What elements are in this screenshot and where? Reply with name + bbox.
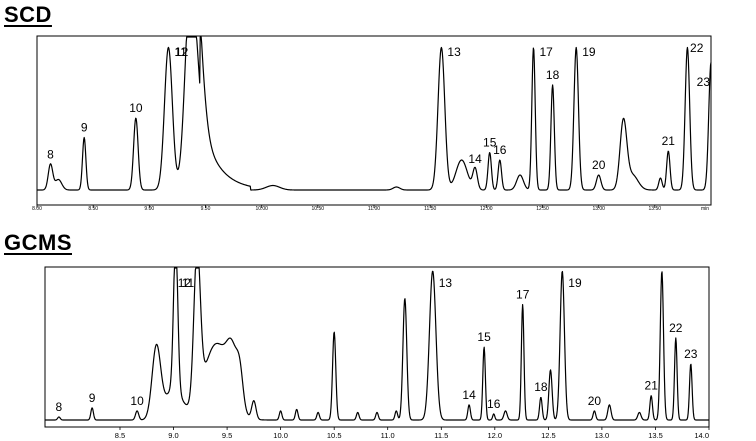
scd-peak-label-17: 17: [540, 45, 554, 59]
gcms-peak-label-23: 23: [684, 347, 698, 361]
gcms-x-tick-label: 12.5: [541, 431, 556, 440]
gcms-x-tick-label: 13.5: [648, 431, 663, 440]
gcms-x-tick-label: 14.0: [694, 431, 709, 440]
scd-peak-label-11: 11: [174, 45, 187, 59]
scd-x-tick-label: 8.50: [88, 206, 98, 212]
scd-peak-label-18: 18: [546, 68, 560, 82]
scd-peak-label-14: 14: [468, 152, 482, 166]
scd-x-tick-label: 11.00: [368, 206, 380, 212]
scd-x-tick-label: 8.00: [32, 206, 42, 212]
gcms-peak-label-17: 17: [516, 288, 530, 302]
gcms-peak-label-22: 22: [669, 321, 683, 335]
gcms-x-tick-label: 11.0: [381, 431, 395, 440]
scd-plot-frame: [36, 35, 712, 206]
gcms-peak-label-8: 8: [56, 400, 63, 414]
scd-peak-label-20: 20: [592, 158, 606, 172]
scd-peak-label-12: 12: [175, 45, 189, 59]
scd-chart-title: SCD: [4, 2, 52, 27]
gcms-x-tick-label: 10.5: [327, 431, 342, 440]
gcms-peak-label-21: 21: [645, 379, 659, 393]
scd-x-tick-label: 13.50: [649, 206, 662, 212]
scd-x-tick-label: 10.00: [255, 206, 268, 212]
scd-peak-label-19: 19: [582, 45, 596, 59]
gcms-peak-label-19: 19: [568, 276, 582, 290]
scd-peak-label-13: 13: [447, 45, 461, 59]
scd-x-tick-label: 9.50: [201, 206, 211, 212]
scd-x-tick-label: 12.00: [480, 206, 493, 212]
scd-x-tick-label: 10.50: [312, 206, 325, 212]
gcms-peak-label-12: 12: [178, 276, 192, 290]
scd-x-tick-label: 11.50: [424, 206, 436, 212]
scd-x-tick-label: 12.50: [536, 206, 549, 212]
gcms-chart-title: GCMS: [4, 230, 72, 255]
scd-peak-label-15: 15: [483, 136, 497, 150]
gcms-x-tick-label: 13.0: [595, 431, 610, 440]
gcms-x-tick-label: 9.0: [168, 431, 178, 440]
scd-x-tick-label: 13.00: [592, 206, 605, 212]
gcms-peak-label-16: 16: [487, 397, 501, 411]
gcms-x-tick-label: 8.5: [115, 431, 125, 440]
gcms-x-tick-label: 10.0: [273, 431, 288, 440]
gcms-peak-label-15: 15: [477, 330, 491, 344]
gcms-peak-label-11: 11: [182, 276, 195, 290]
gcms-peak-label-18: 18: [534, 380, 548, 394]
gcms-peak-label-13: 13: [439, 276, 453, 290]
scd-peak-label-10: 10: [129, 101, 143, 115]
gcms-trace-line: [44, 267, 710, 421]
scd-peak-label-16: 16: [493, 143, 507, 157]
scd-x-tick-label: 9.00: [144, 206, 154, 212]
scd-peak-label-21: 21: [662, 134, 676, 148]
gcms-x-tick-label: 11.5: [434, 431, 448, 440]
scd-x-unit-label: min: [701, 206, 709, 212]
gcms-peak-label-9: 9: [89, 391, 96, 405]
gcms-plot-frame: [44, 266, 710, 428]
gcms-peak-label-10: 10: [130, 394, 144, 408]
gcms-x-tick-label: 12.0: [487, 431, 502, 440]
scd-trace-line: [36, 36, 712, 191]
scd-peak-label-22: 22: [690, 41, 704, 55]
gcms-peak-label-20: 20: [588, 394, 602, 408]
scd-peak-label-23: 23: [697, 75, 711, 89]
scd-peak-label-8: 8: [47, 148, 54, 162]
gcms-peak-label-14: 14: [462, 388, 476, 402]
scd-peak-label-9: 9: [81, 121, 88, 135]
gcms-x-tick-label: 9.5: [222, 431, 232, 440]
